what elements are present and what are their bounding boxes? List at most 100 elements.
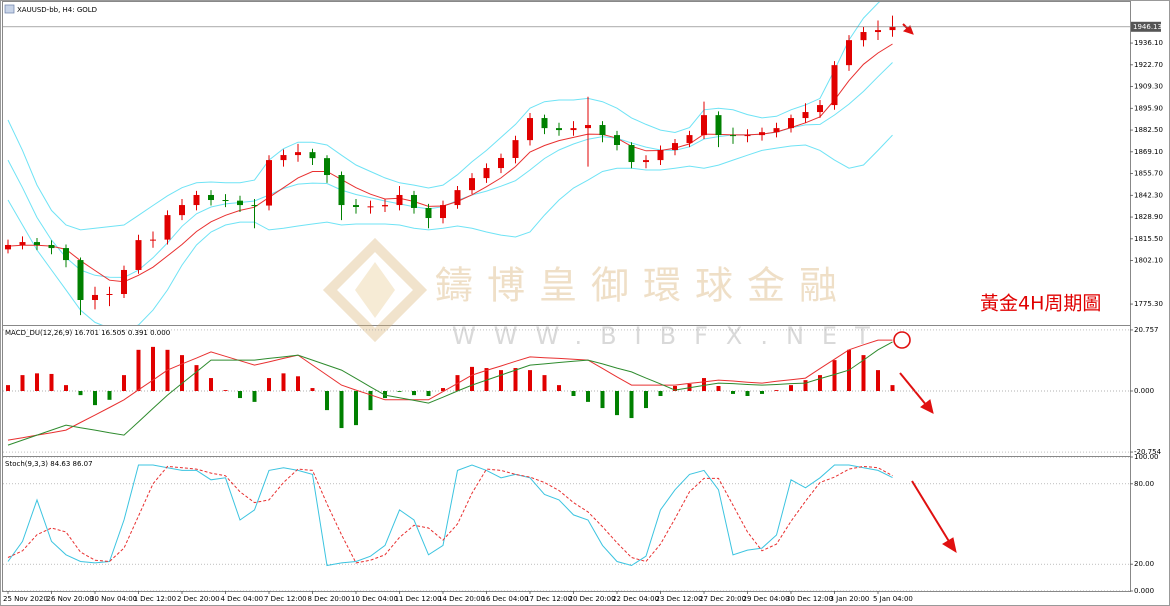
histogram-bar <box>876 370 880 391</box>
candle-body <box>585 125 591 129</box>
arrow-macd <box>899 372 928 407</box>
candle-body <box>599 125 606 136</box>
line <box>7 464 893 567</box>
x-tick-label: 7 Dec 12:00 <box>264 595 307 603</box>
histogram-bar <box>513 368 518 391</box>
histogram-bar <box>441 388 445 391</box>
histogram-bar <box>180 355 184 391</box>
histogram-bar <box>64 385 68 391</box>
x-tick-label: 10 Dec 04:00 <box>351 595 398 603</box>
candle-body <box>106 293 113 295</box>
last-price-label: 1946.13 <box>1133 23 1162 31</box>
candle-body <box>121 269 127 294</box>
candle-body <box>367 206 374 208</box>
x-tick-label: 30 Nov 04:00 <box>90 595 137 603</box>
x-tick-label: 27 Dec 20:00 <box>699 595 746 603</box>
histogram-bar <box>745 391 750 396</box>
histogram-bar <box>267 378 271 391</box>
line <box>7 134 893 325</box>
stoch-panel <box>2 456 1131 592</box>
y-tick-label: -20.754 <box>1134 448 1162 456</box>
candle-body <box>628 144 635 163</box>
panel-plot <box>3 457 1130 591</box>
histogram-bar <box>629 391 634 419</box>
x-tick-label: 22 Dec 04:00 <box>612 595 659 603</box>
stoch-title: Stoch(9,3,3) 84.63 86.07 <box>5 460 93 468</box>
candle-body <box>179 205 185 216</box>
annotation: 黃金4H周期圖 <box>980 293 1101 315</box>
histogram-bar <box>368 391 373 411</box>
panel-plot <box>5 2 896 325</box>
histogram-bar <box>644 391 648 409</box>
y-tick-label: 20.757 <box>1134 326 1159 334</box>
x-tick-label: 11 Dec 12:00 <box>395 595 442 603</box>
histogram-bar <box>470 366 474 391</box>
candle-body <box>773 128 780 133</box>
histogram-bar <box>107 391 112 400</box>
candle-body <box>164 215 171 240</box>
watermark-logo <box>322 237 428 343</box>
candle-body <box>686 135 693 144</box>
candle-body <box>889 26 896 31</box>
x-tick-label: 30 Dec 12:00 <box>786 595 833 603</box>
y-tick-label: 0.000 <box>1134 587 1154 595</box>
candle-body <box>19 242 26 245</box>
candle-body <box>295 152 301 156</box>
arrow-head <box>942 537 957 554</box>
candle-body <box>831 65 838 106</box>
histogram-bar <box>557 385 561 391</box>
histogram-bar <box>194 365 199 391</box>
y-tick-label: 100.00 <box>1134 453 1159 461</box>
candle-body <box>860 32 867 41</box>
histogram-bar <box>296 376 300 391</box>
y-tick-label: 0.000 <box>1134 387 1154 395</box>
x-tick-label: 25 Nov 2020 <box>3 595 48 603</box>
histogram-bar <box>354 391 358 426</box>
candle-body <box>63 248 69 261</box>
y-tick-label: 1882.50 <box>1134 126 1163 134</box>
histogram-bar <box>339 391 344 429</box>
histogram-bar <box>499 370 503 391</box>
histogram-bar <box>484 368 489 391</box>
histogram-bar <box>252 391 257 402</box>
histogram-bar <box>542 375 547 391</box>
histogram-bar <box>716 386 721 391</box>
x-tick-label: 4 Dec 04:00 <box>221 595 264 603</box>
histogram-bar <box>122 375 126 391</box>
watermark <box>322 237 428 343</box>
candle-body <box>454 190 461 206</box>
x-tick-label: 17 Dec 12:00 <box>525 595 572 603</box>
histogram-bar <box>6 385 10 391</box>
candle-body <box>77 260 84 301</box>
histogram-bar <box>238 391 242 399</box>
candle-body <box>759 132 765 136</box>
candle-body <box>440 205 446 219</box>
histogram-bar <box>281 373 286 391</box>
x-tick-label: 5 Jan 04:00 <box>873 595 913 603</box>
y-tick-label: 1855.70 <box>1134 170 1163 178</box>
x-tick-label: 16 Dec 04:00 <box>482 595 529 603</box>
candle-body <box>266 160 272 206</box>
arrow-head <box>920 399 934 414</box>
x-tick-label: 1 Dec 12:00 <box>134 595 177 603</box>
candle-body <box>309 152 316 159</box>
candle-body <box>512 140 519 158</box>
x-tick-label: 14 Dec 20:00 <box>438 595 485 603</box>
histogram-bar <box>731 391 735 394</box>
candle-body <box>469 178 475 191</box>
histogram-bar <box>78 391 83 396</box>
histogram-bar <box>673 386 677 391</box>
histogram-bar <box>861 355 866 391</box>
histogram-bar <box>310 388 315 391</box>
y-tick-label: 1869.10 <box>1134 148 1163 156</box>
x-tick-label: 23 Dec 12:00 <box>656 595 703 603</box>
histogram-bar <box>832 360 837 391</box>
watermark-url: WWW.BIBFX.NET <box>452 322 888 350</box>
candle-body <box>498 157 504 169</box>
candle-body <box>875 30 881 33</box>
candle-body <box>34 242 40 245</box>
line <box>7 43 893 283</box>
candle-body <box>150 239 156 241</box>
